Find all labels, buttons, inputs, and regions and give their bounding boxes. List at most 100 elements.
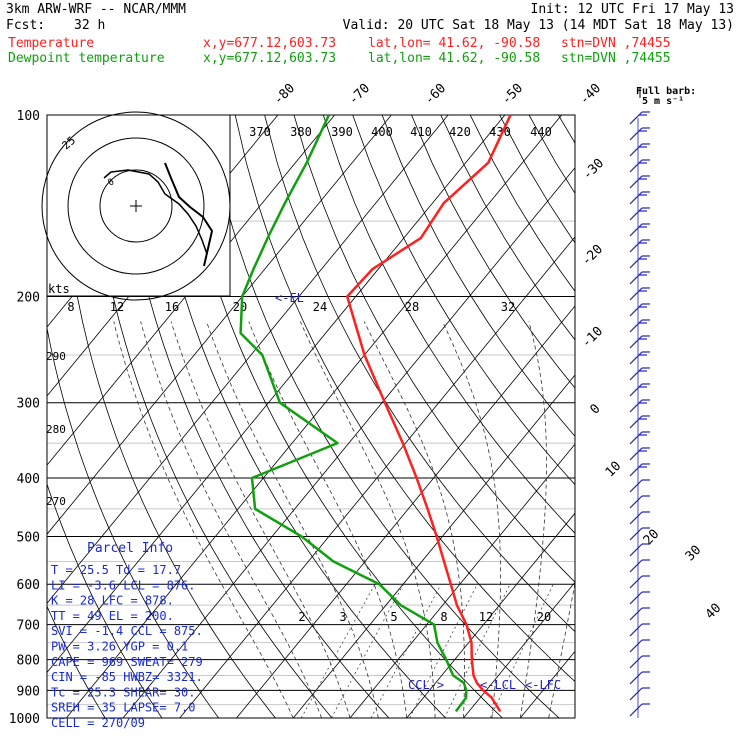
pressure-label-500: 500 [17,530,40,545]
pressure-label-900: 900 [17,684,40,699]
wind-barb-staff [629,623,643,637]
wind-barb [629,463,650,477]
parcel-info-row: CELL = 270/09 [51,716,145,730]
speed-tick-20: 20 [233,300,247,314]
pressure-label-200: 200 [17,291,40,306]
wind-barb [629,495,650,509]
pressure-label-700: 700 [17,619,40,634]
wind-barb [629,255,650,269]
wind-barb [629,383,650,397]
wind-barb-staff [629,191,643,205]
wind-barb [629,159,650,173]
mixing-ratio-3 [331,584,404,718]
wind-barb-staff [629,111,643,125]
wind-barb-staff [629,399,643,413]
dewpoint-profile [239,114,468,713]
wind-barb [629,431,650,445]
isotherm-40 [577,115,740,718]
wind-barb-staff [629,175,643,189]
theta-e-label-270: 270 [46,495,66,508]
pressure-label-800: 800 [17,654,40,669]
wind-barb [629,287,650,301]
moist-adiabat-20 [363,321,465,718]
isotherm-label-20: 20 [641,527,663,549]
hodograph-ring-1 [41,111,231,301]
wind-barb-staff [629,575,643,589]
parcel-info-row: T = 25.5 Td = 17.7 [51,563,181,577]
isotherm-label-0: 0 [587,401,603,417]
wind-barb [629,479,650,493]
speed-tick-28: 28 [405,300,419,314]
wind-barb-staff [629,207,643,221]
theta-label-370: 370 [249,125,271,139]
moist-adiabat-10 [248,321,408,718]
dry-adiabat-310 [205,115,560,718]
parcel-info-row: CAPE = 969 SWEAT= 279 [51,655,203,669]
wind-barb-staff [629,415,643,429]
moist-adiabat-5 [206,321,379,718]
wind-barb-staff [629,511,643,525]
dry-adiabat-230 [47,605,106,718]
wind-barb [629,367,650,381]
wind-barb [629,223,650,237]
wind-barb-staff [629,655,643,669]
wind-barb-staff [629,447,643,461]
wind-barb-staff [629,383,643,397]
dry-adiabat-260 [58,115,276,718]
wind-barb [629,191,650,205]
parcel-info-row: SREH = 35 LAPSE= 7.0 [51,701,196,715]
theta-label-440: 440 [530,125,552,139]
wind-barb [629,703,650,717]
isotherm--70 [47,115,449,604]
isotherm--20 [236,305,575,718]
dry-adiabat-440 [588,115,740,718]
isotherm-label--70: -70 [346,81,373,108]
pressure-label-600: 600 [17,578,40,593]
speed-tick-32: 32 [501,300,515,314]
forecast-label: Fcst: [6,18,46,33]
wind-barb [629,415,650,429]
wind-barb-staff [629,159,643,173]
model-title: 3km ARW-WRF -- NCAR/MMM [6,2,187,17]
dry-adiabat-300 [176,115,503,718]
dry-adiabat-280 [117,115,390,718]
wind-barb [629,543,650,557]
dry-adiabat-470 [676,115,740,718]
dewpoint-coords: x,y=677.12,603.73 [203,51,337,66]
plot-frame [46,114,576,719]
isotherm-0 [349,443,575,718]
wind-barb-staff [629,495,643,509]
dry-adiabat-410 [499,115,575,244]
moist-adiabat-25 [442,321,501,718]
wind-barb [629,591,650,605]
speed-tick-8: 8 [67,300,74,314]
temperature-profile [345,114,512,713]
init-time: Init: 12 UTC Fri 17 May 13 [530,2,735,17]
isotherm-label-40: 40 [703,601,725,623]
ccl-marker: CCL-> [408,678,444,692]
wind-barb-staff [629,639,643,653]
barb-key-units: 5 m s⁻¹ [642,96,684,107]
wind-barb [629,511,650,525]
mixing-ratio-label-20: 20 [537,610,551,624]
dewpoint-legend: Dewpoint temperature [8,51,165,66]
wind-barb [629,527,650,541]
wind-barb [629,671,650,685]
wind-barb-staff [629,367,643,381]
forecast-hour: 32 h [74,18,106,33]
dry-adiabat-390 [440,115,575,341]
moist-adiabat-40 [577,322,667,719]
dry-adiabat-380 [411,115,575,389]
theta-e-label-290: 290 [46,350,66,363]
dewpoint-latlon: lat,lon= 41.62, -90.58 [368,51,541,66]
isotherm--30 [179,236,575,718]
wind-barb [629,127,650,141]
wind-barb [629,639,650,653]
wind-barb [629,271,650,285]
moist-adiabat--10 [113,321,294,718]
moist-adiabat-15 [299,321,436,718]
wind-barb [629,655,650,669]
wind-barb [629,687,650,701]
mixing-ratio-label-5: 5 [390,610,397,624]
wind-barb [629,143,650,157]
